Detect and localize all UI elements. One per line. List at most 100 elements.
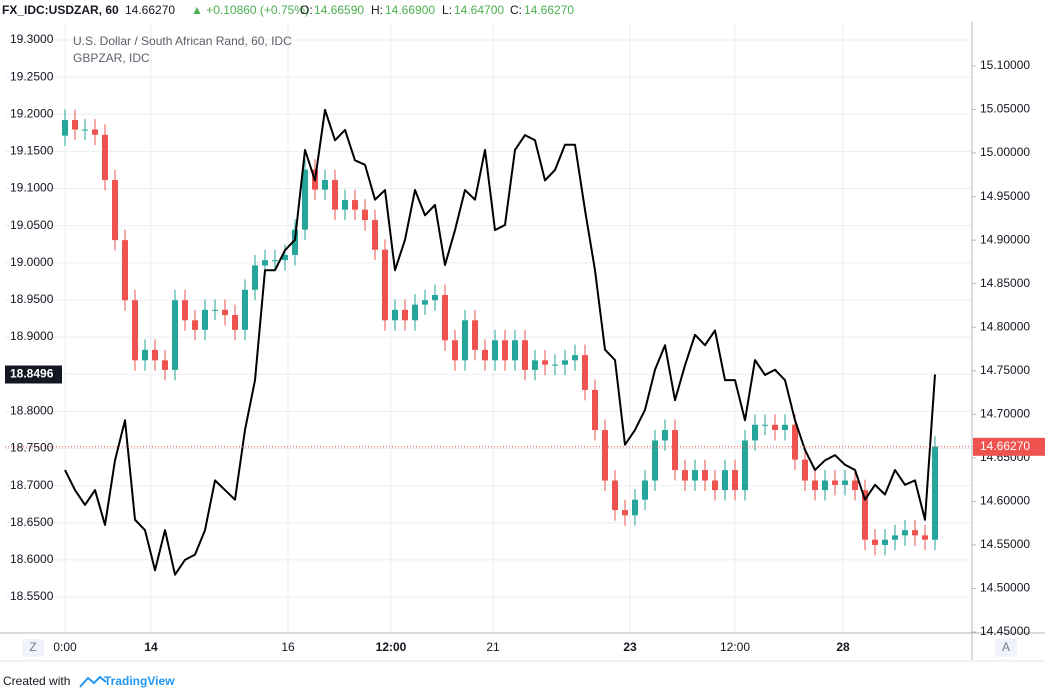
candle-body	[122, 240, 128, 301]
y2-tick-label: 15.10000	[980, 58, 1030, 72]
header-o-label: O:	[300, 3, 313, 17]
y-tick-label: 18.7000	[10, 478, 54, 492]
candle-body	[202, 309, 208, 330]
candle-body	[232, 315, 238, 330]
candle-body	[892, 535, 898, 540]
last-price-box	[973, 437, 1045, 456]
candle-body	[62, 119, 68, 136]
candle-body	[822, 480, 828, 491]
header-h-label: H:	[371, 3, 383, 17]
candle-body	[722, 470, 728, 491]
y-tick-label: 18.9000	[10, 329, 54, 343]
candle-body	[672, 429, 678, 471]
axes: 19.3000 19.2500 19.2000 19.1500 19.1000 19.05…	[5, 32, 1045, 654]
candle-body	[462, 320, 468, 361]
x-tick-label: 0:00	[53, 640, 77, 654]
plot	[5, 108, 972, 576]
candle-body	[932, 446, 938, 540]
y-tick-label: 19.3000	[10, 32, 54, 46]
zoom-button[interactable]	[22, 639, 44, 657]
y2-tick-label: 15.00000	[980, 145, 1030, 159]
y2-tick-label: 14.90000	[980, 232, 1030, 246]
candle-body	[842, 480, 848, 485]
candle-body	[252, 265, 258, 290]
candle-body	[632, 499, 638, 516]
candle-body	[752, 424, 758, 441]
candle-body	[72, 119, 78, 130]
y2-tick-label: 14.60000	[980, 494, 1030, 508]
x-tick-label: 16	[281, 640, 295, 654]
candle-body	[382, 249, 388, 321]
grid	[5, 22, 972, 633]
candle-body	[832, 480, 838, 485]
footer-brand: TradingView	[104, 674, 175, 688]
candle-body	[332, 180, 338, 210]
candle-body	[872, 539, 878, 545]
candle-body	[802, 459, 808, 481]
footer-created: Created with	[3, 674, 70, 688]
candle-body	[502, 340, 508, 361]
y2-tick-label: 14.75000	[980, 363, 1030, 377]
candle-body	[912, 530, 918, 536]
candle-body	[142, 349, 148, 361]
candle-body	[182, 300, 188, 321]
last-value-box	[5, 365, 62, 384]
candle-body	[272, 260, 278, 262]
candle-body	[532, 360, 538, 370]
candle-body	[512, 340, 518, 361]
candle-body	[472, 320, 478, 350]
candle-body	[112, 180, 118, 241]
candle-body	[542, 360, 548, 365]
header-change: ▲ +0.10860 (+0.75%)	[191, 3, 309, 17]
header-l-value: 14.64700	[454, 3, 504, 17]
y2-tick-label: 14.55000	[980, 537, 1030, 551]
legend-series-1: GBPZAR, IDC	[73, 51, 150, 65]
candle-body	[482, 349, 488, 361]
candle-body	[412, 304, 418, 321]
candle-body	[222, 309, 228, 316]
candle-body	[282, 254, 288, 261]
y-tick-label: 19.1500	[10, 144, 54, 158]
candle-body	[322, 180, 328, 190]
y2-tick-label: 15.05000	[980, 102, 1030, 116]
candle-body	[772, 424, 778, 430]
candle-body	[132, 300, 138, 361]
x-tick-label: 21	[486, 640, 500, 654]
y-tick-label: 18.5500	[10, 589, 54, 603]
candle-body	[292, 229, 298, 255]
candle-body	[212, 309, 218, 311]
header-l-label: L:	[442, 3, 452, 17]
candle-body	[152, 349, 158, 361]
candle-body	[492, 340, 498, 361]
candle-body	[402, 309, 408, 321]
candle-body	[392, 309, 398, 321]
header-c-value: 14.66270	[524, 3, 574, 17]
candle-body	[732, 470, 738, 491]
last-value-label: 18.8496	[10, 367, 54, 381]
header-c-label: C:	[510, 3, 522, 17]
y-tick-label: 18.9500	[10, 292, 54, 306]
candle-body	[162, 360, 168, 370]
candle-body	[82, 129, 88, 131]
y-tick-label: 18.7500	[10, 441, 54, 455]
candle-body	[792, 424, 798, 460]
x-tick-label: 14	[144, 640, 158, 654]
header-o-value: 14.66590	[314, 3, 364, 17]
y2-tick-label: 14.70000	[980, 406, 1030, 420]
y-tick-label: 19.0500	[10, 218, 54, 232]
candle-body	[432, 295, 438, 301]
line-series	[64, 108, 936, 576]
y2-tick-label: 14.85000	[980, 276, 1030, 290]
candle-body	[862, 490, 868, 540]
candle-body	[702, 470, 708, 481]
auto-button[interactable]	[995, 639, 1017, 657]
y-tick-label: 19.1000	[10, 181, 54, 195]
candle-body	[302, 169, 308, 230]
x-tick-label: 23	[623, 640, 637, 654]
candle-body	[372, 220, 378, 250]
y2-tick-label: 14.50000	[980, 581, 1030, 595]
candle-body	[852, 480, 858, 491]
header-h-value: 14.66900	[385, 3, 435, 17]
candle-body	[92, 129, 98, 135]
